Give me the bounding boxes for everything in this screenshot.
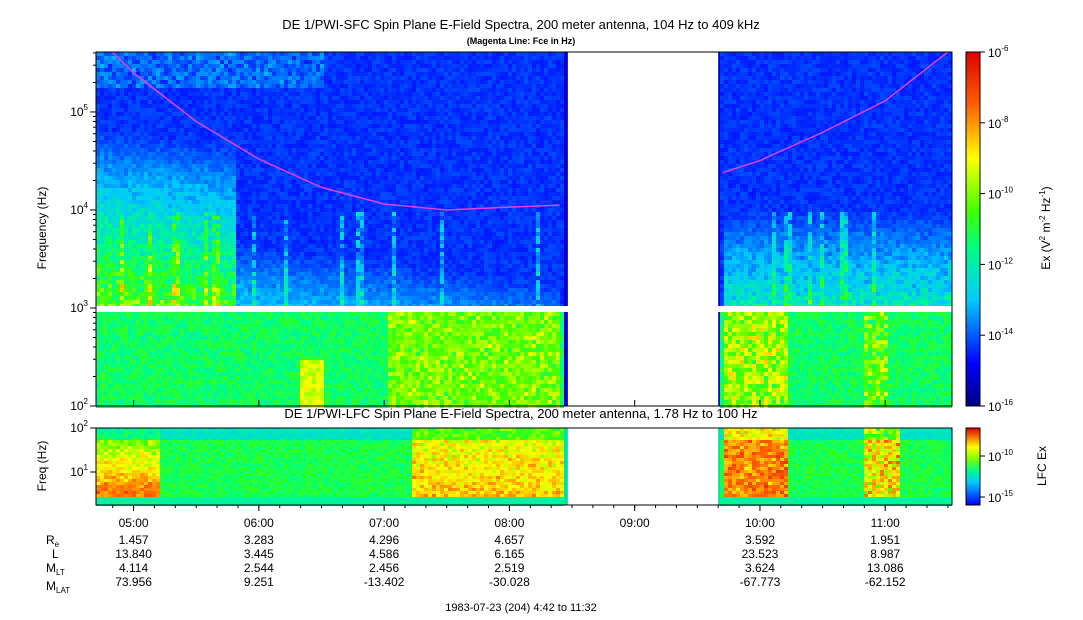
ephemeris-row-label: Re bbox=[46, 533, 60, 549]
sfc-ytick-label: 104 bbox=[70, 201, 88, 217]
ephemeris-value: 13.086 bbox=[867, 561, 904, 575]
ephemeris-value: 2.519 bbox=[494, 561, 524, 575]
ephemeris-value: 13.840 bbox=[115, 547, 152, 561]
sfc-colorbar-tick-label: 10-6 bbox=[988, 44, 1009, 60]
ephemeris-value: 4.296 bbox=[369, 533, 399, 547]
sfc-ytick-label: 105 bbox=[70, 103, 88, 119]
ephemeris-value: 73.956 bbox=[115, 575, 152, 589]
ephemeris-table: Re 1.457 3.283 4.296 4.657 3.592 1.951 L 13.840 3… bbox=[46, 533, 906, 595]
fce-line-segment-2 bbox=[722, 51, 949, 174]
sfc-ylabel: Frequency (Hz) bbox=[35, 187, 49, 270]
ephemeris-value: 3.592 bbox=[745, 533, 775, 547]
lfc-data-gap bbox=[567, 428, 719, 505]
ephemeris-value: 3.283 bbox=[244, 533, 274, 547]
lfc-ylabel: Freq (Hz) bbox=[35, 441, 49, 492]
ephemeris-value: -30.028 bbox=[489, 575, 530, 589]
ephemeris-value: 23.523 bbox=[742, 547, 779, 561]
ephemeris-row-label: L bbox=[52, 547, 59, 561]
sfc-spectrogram-panel: 102 103 104 105 bbox=[70, 51, 953, 413]
footer-date-range: 1983-07-23 (204) 4:42 to 11:32 bbox=[445, 602, 596, 614]
ephemeris-value: 2.456 bbox=[369, 561, 399, 575]
time-tick-label: 06:00 bbox=[244, 516, 274, 530]
fce-line-segment-1 bbox=[111, 51, 560, 211]
ephemeris-value: 3.445 bbox=[244, 547, 274, 561]
time-tick-label: 10:00 bbox=[745, 516, 775, 530]
ephemeris-value: 4.586 bbox=[369, 547, 399, 561]
lfc-ytick-label: 101 bbox=[70, 463, 88, 479]
sfc-colorbar bbox=[965, 51, 981, 407]
time-tick-label: 05:00 bbox=[119, 516, 149, 530]
sfc-title: DE 1/PWI-SFC Spin Plane E-Field Spectra,… bbox=[282, 17, 760, 32]
ephemeris-row-label: MLAT bbox=[46, 579, 70, 595]
ephemeris-row-label: MLT bbox=[46, 561, 65, 577]
lfc-colorbar-tick-label: 10-10 bbox=[988, 448, 1013, 464]
lfc-colorbar-label: LFC Ex bbox=[1035, 446, 1049, 486]
lfc-title: DE 1/PWI-LFC Spin Plane E-Field Spectra,… bbox=[284, 406, 757, 421]
ephemeris-value: 1.457 bbox=[119, 533, 149, 547]
lfc-colorbar-ticks: 10-10 10-15 bbox=[980, 448, 1013, 505]
lfc-colorbar bbox=[965, 427, 981, 506]
time-tick-label: 09:00 bbox=[620, 516, 650, 530]
sfc-colorbar-label: Ex (V2 m-2 Hz-1) bbox=[1038, 186, 1053, 269]
ephemeris-value: 9.251 bbox=[244, 575, 274, 589]
ephemeris-value: 1.951 bbox=[870, 533, 900, 547]
sfc-colorbar-tick-label: 10-14 bbox=[988, 327, 1013, 343]
ephemeris-value: 2.544 bbox=[244, 561, 274, 575]
sfc-subtitle: (Magenta Line: Fce in Hz) bbox=[467, 36, 576, 46]
sfc-colorbar-tick-label: 10-16 bbox=[988, 398, 1013, 414]
ephemeris-value: -67.773 bbox=[740, 575, 781, 589]
sfc-colorbar-tick-label: 10-12 bbox=[988, 256, 1013, 272]
ephemeris-value: 6.165 bbox=[494, 547, 524, 561]
lfc-ytick-label: 102 bbox=[70, 419, 88, 435]
lfc-colorbar-tick-label: 10-15 bbox=[988, 489, 1013, 505]
ephemeris-value: 4.657 bbox=[494, 533, 524, 547]
time-tick-label: 07:00 bbox=[369, 516, 399, 530]
ephemeris-value: -62.152 bbox=[865, 575, 906, 589]
time-tick-label: 11:00 bbox=[871, 516, 900, 530]
sfc-colorbar-tick-label: 10-8 bbox=[988, 115, 1009, 131]
time-tick-label: 08:00 bbox=[494, 516, 524, 530]
sfc-ytick-label: 103 bbox=[70, 299, 88, 315]
sfc-data-gap bbox=[567, 52, 719, 406]
ephemeris-value: 4.114 bbox=[119, 561, 148, 575]
sfc-colorbar-ticks: 10-6 10-8 10-10 10-12 10-14 10-16 bbox=[980, 44, 1013, 414]
time-axis: 05:00 06:00 07:00 08:00 09:00 10:00 11:00 bbox=[112, 400, 949, 530]
ephemeris-value: -13.402 bbox=[364, 575, 405, 589]
sfc-ytick-label: 102 bbox=[70, 397, 88, 413]
sfc-colorbar-tick-label: 10-10 bbox=[988, 186, 1013, 202]
lfc-spectrogram-panel: 101 102 bbox=[70, 419, 953, 506]
ephemeris-value: 8.987 bbox=[870, 547, 900, 561]
ephemeris-value: 3.624 bbox=[745, 561, 775, 575]
